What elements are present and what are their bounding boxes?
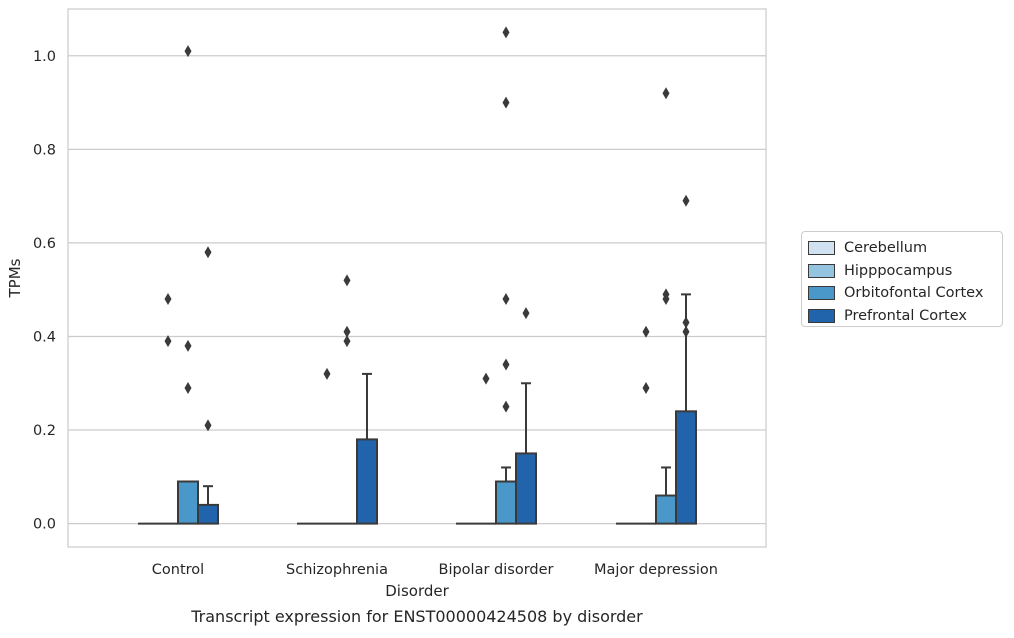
outlier-point	[662, 87, 670, 100]
bar	[197, 503, 219, 525]
x-tick-label: Major depression	[594, 562, 718, 578]
outlier-point	[323, 367, 331, 380]
legend-item-hippocampus: Hipppocampus	[808, 260, 1002, 283]
legend-label: Prefrontal Cortex	[844, 307, 967, 324]
bar	[495, 480, 517, 525]
outlier-point	[682, 325, 690, 338]
outlier-point	[682, 194, 690, 207]
outlier-point	[343, 325, 351, 338]
bar	[675, 410, 697, 525]
bar-layer	[138, 293, 697, 525]
outlier-point	[164, 293, 172, 306]
grid-layer	[68, 55, 766, 525]
outlier-point	[164, 335, 172, 348]
legend-label: Cerebellum	[844, 240, 928, 257]
legend-label: Orbitofontal Cortex	[844, 285, 984, 302]
legend-label: Hipppocampus	[844, 262, 953, 279]
legend: Cerebellum Hipppocampus Orbitofontal Cor…	[801, 231, 1003, 327]
legend-item-orbitofrontal: Orbitofontal Cortex	[808, 282, 1002, 305]
x-axis-label: Disorder	[385, 582, 449, 600]
y-tick-label: 0.4	[33, 329, 56, 345]
x-tick-label: Schizophrenia	[286, 562, 388, 578]
x-tick-label: Control	[152, 562, 204, 578]
y-tick-label: 0.8	[33, 142, 56, 158]
legend-swatch	[808, 286, 835, 301]
outlier-point	[204, 246, 212, 259]
legend-swatch	[808, 241, 835, 256]
outlier-point	[502, 26, 510, 39]
bar	[655, 494, 677, 525]
outlier-point	[502, 96, 510, 109]
outlier-point	[343, 335, 351, 348]
outlier-point	[662, 293, 670, 306]
outlier-point	[343, 274, 351, 287]
point-layer	[164, 26, 690, 432]
legend-item-cerebellum: Cerebellum	[808, 237, 1002, 260]
y-tick-label: 0.6	[33, 236, 56, 252]
y-tick-label: 1.0	[33, 49, 56, 65]
x-tick-label: Bipolar disorder	[439, 562, 554, 578]
outlier-point	[642, 381, 650, 394]
y-tick-label: 0.0	[33, 517, 56, 533]
bar	[356, 438, 378, 525]
y-axis-label: TPMs	[6, 258, 24, 298]
outlier-point	[502, 358, 510, 371]
legend-item-prefrontal: Prefrontal Cortex	[808, 305, 1002, 328]
chart-title: Transcript expression for ENST0000042450…	[190, 607, 643, 626]
bar	[515, 452, 537, 525]
bar	[177, 480, 199, 525]
plot-frame	[67, 8, 767, 548]
outlier-point	[184, 339, 192, 352]
outlier-point	[502, 400, 510, 413]
outlier-point	[184, 381, 192, 394]
outlier-point	[642, 325, 650, 338]
legend-swatch	[808, 308, 835, 323]
tick-layer: 0.0 0.2 0.4 0.6 0.8 1.0 Control Schizophrenia Bi…	[33, 49, 718, 578]
outlier-point	[482, 372, 490, 385]
outlier-point	[184, 45, 192, 58]
outlier-point	[682, 316, 690, 329]
legend-swatch	[808, 263, 835, 278]
outlier-point	[522, 307, 530, 320]
y-tick-label: 0.2	[33, 423, 56, 439]
outlier-point	[204, 419, 212, 432]
outlier-point	[502, 293, 510, 306]
